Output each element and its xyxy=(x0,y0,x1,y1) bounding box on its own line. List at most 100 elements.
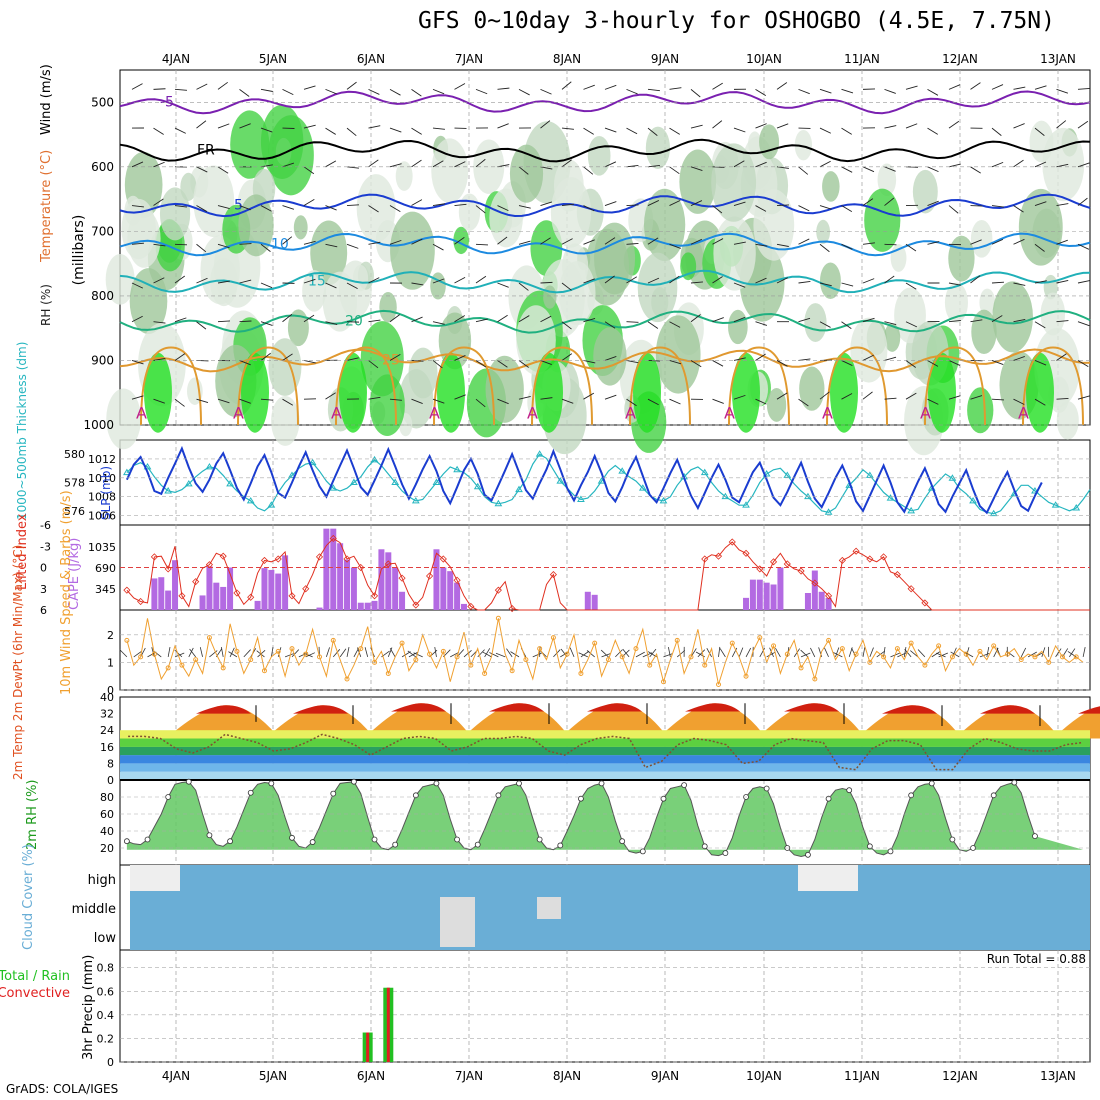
wind-barb xyxy=(948,163,961,168)
thickness-marker xyxy=(969,496,977,504)
wind-marker xyxy=(771,643,777,649)
temp-contour-label: 5 xyxy=(234,198,243,214)
rh-cell xyxy=(260,104,304,179)
lifted-tick-label: 6 xyxy=(40,604,47,617)
rh-cell xyxy=(816,219,831,244)
lifted-marker xyxy=(549,571,557,579)
rh2m-marker xyxy=(227,838,233,845)
thickness-ylabel: 1000~500mb Thickness (dm) xyxy=(15,342,29,520)
cape-bar xyxy=(756,579,763,610)
wind-barb xyxy=(905,123,918,129)
temp-peak-fill xyxy=(980,705,1035,714)
wind-barb xyxy=(1034,280,1047,284)
wind-barb xyxy=(497,282,509,288)
wind-barb xyxy=(1077,120,1089,129)
wind-barb xyxy=(389,205,401,213)
wind-barb xyxy=(626,398,637,407)
rh2m-marker xyxy=(433,780,440,787)
lifted-marker xyxy=(494,586,502,594)
wind-barb xyxy=(948,120,960,129)
rh-cell xyxy=(293,215,308,240)
rh-cell xyxy=(830,352,858,433)
wind-barb xyxy=(497,87,510,90)
wind-barb xyxy=(325,392,336,400)
lifted-marker xyxy=(412,601,420,609)
wind-barb xyxy=(174,127,186,134)
wind-barb xyxy=(669,87,682,90)
wind-marker xyxy=(289,646,295,652)
rh-cell xyxy=(633,352,661,433)
wind-barb-10m xyxy=(697,649,706,658)
wind-marker xyxy=(592,640,598,646)
slp-ylabel: SLP (mb) xyxy=(99,466,113,520)
wind-barb xyxy=(604,321,616,329)
wind-barb xyxy=(905,85,918,90)
wind-barb xyxy=(884,197,895,206)
rh-cell xyxy=(543,285,557,309)
wind-marker xyxy=(275,648,281,654)
thickness-marker xyxy=(618,467,627,474)
cape-bar xyxy=(440,567,447,610)
wind-barb xyxy=(905,360,916,368)
wind-barb xyxy=(368,88,380,95)
wind-barb xyxy=(647,398,659,406)
rh2m-marker xyxy=(660,795,667,802)
wind-barb xyxy=(647,277,660,284)
wind-barb xyxy=(346,282,358,290)
wind-barb xyxy=(540,237,551,245)
wind-barb xyxy=(948,319,961,323)
rh2m-marker xyxy=(639,848,646,855)
wind-barb xyxy=(776,392,788,400)
precip-tick-label: 0.6 xyxy=(97,985,115,998)
cape-bar xyxy=(165,590,172,610)
rh-cell xyxy=(430,272,446,300)
wind-barb-10m xyxy=(243,649,251,658)
wind-barb xyxy=(669,398,681,405)
wind-marker xyxy=(330,637,336,643)
rh-cell xyxy=(732,352,760,433)
wind-barb xyxy=(1013,205,1024,213)
wind-barb xyxy=(217,320,231,323)
credit-label: GrADS: COLA/IGES xyxy=(6,1082,119,1096)
wind-barb xyxy=(755,321,768,326)
wind-barb xyxy=(411,159,422,168)
rh-cell xyxy=(268,338,302,396)
wind-marker xyxy=(702,662,708,668)
wind-barb xyxy=(604,127,617,133)
wind-marker xyxy=(674,637,680,643)
wind-barb xyxy=(153,161,165,168)
rh-cell xyxy=(928,352,956,433)
wind-barb-10m xyxy=(463,650,472,658)
wind-barb xyxy=(862,317,875,323)
cape-tick-label: 345 xyxy=(95,583,116,596)
cape-bar xyxy=(770,584,777,610)
cape-bar xyxy=(151,578,158,610)
rh2m-marker xyxy=(722,850,729,856)
cape-bar xyxy=(749,579,756,610)
surface-marker: A xyxy=(920,404,931,423)
wind-barb xyxy=(669,360,682,365)
wind-barb xyxy=(196,120,207,129)
wind-barb-10m xyxy=(434,646,437,657)
rh-cell xyxy=(106,388,141,450)
lifted-marker xyxy=(137,597,145,606)
temp-curve-fill xyxy=(660,703,765,739)
thickness-marker xyxy=(989,509,998,517)
wind-barb xyxy=(690,238,703,245)
wind-barb xyxy=(1013,123,1025,129)
wind-barb-10m xyxy=(824,647,829,658)
rh-cell xyxy=(820,262,841,300)
wind-barb-10m xyxy=(769,647,774,658)
temp-tick-label: 40 xyxy=(100,691,114,704)
wind-barb xyxy=(346,243,359,249)
wind-marker xyxy=(936,643,942,649)
wind-barb xyxy=(540,201,553,206)
rh-cell xyxy=(794,129,813,161)
wind-barb xyxy=(497,314,508,323)
wind-barb-10m xyxy=(450,651,460,658)
wind-marker xyxy=(413,657,419,663)
cape-bar xyxy=(220,586,227,610)
cape-bar xyxy=(825,597,832,610)
date-tick-top: 7JAN xyxy=(455,52,483,66)
precip-tick-label: 0 xyxy=(107,1056,114,1069)
